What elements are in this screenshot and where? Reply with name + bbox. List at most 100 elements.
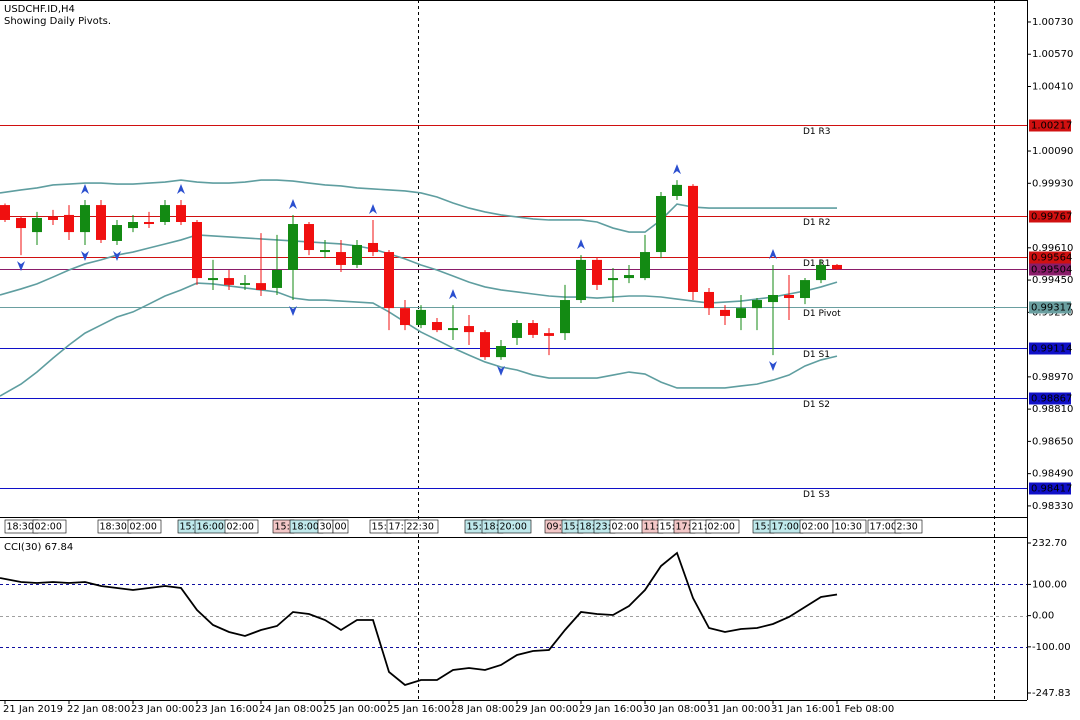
x-tick-label: 23 Jan 16:00 [195,704,258,715]
session-label: 15: [660,522,675,533]
session-label: 15: [467,522,482,533]
candle-body [512,323,522,338]
x-tick-label: 31 Jan 00:00 [707,704,770,715]
candle-body [320,250,330,253]
candle-body [784,294,794,299]
session-label-box [332,519,349,534]
candle-body [688,185,698,292]
candle-body [384,252,394,309]
fractal-up [769,248,777,259]
y-tick-label: 1.00730 [1032,17,1073,28]
session-label: 2:30 [897,522,918,533]
candle-body [704,291,714,309]
session-label: 30 [320,522,332,533]
candle-body [800,280,810,299]
candle-body [128,222,138,229]
y-tick-label: 0.98970 [1032,372,1073,383]
cci-line [0,551,838,686]
pivot-name: D1 Pivot [803,309,841,319]
band-upper [0,179,837,233]
price-tag-label: 1.00217 [1031,121,1072,132]
fractal-down [289,306,297,317]
price-tag [1029,251,1071,264]
candle-body [464,326,474,333]
session-label: 18:30 [7,522,34,533]
candle-body [752,300,762,309]
candle-body [592,259,602,285]
session-label: 02:00 [708,522,735,533]
candle-body [336,252,346,265]
x-tick-label: 22 Jan 08:00 [67,704,130,715]
candle-body [448,328,458,331]
price-tag [1029,263,1071,276]
y-tick-label: 1.00570 [1032,49,1073,60]
pivot-name: D1 R1 [803,259,831,269]
pivot-name: D1 S1 [803,350,830,360]
price-tag-label: 0.98867 [1031,394,1072,405]
x-tick-label: 25 Jan 16:00 [387,704,450,715]
candle-body [720,309,730,316]
candle-body [0,205,10,220]
candle-body [832,264,842,270]
candle-body [112,225,122,241]
candle-body [400,308,410,326]
candle-body [640,252,650,279]
fractal-up [81,184,89,195]
session-label: 02:00 [130,522,157,533]
pivot-name: D1 R3 [803,127,831,137]
x-tick-label: 31 Jan 16:00 [771,704,834,715]
y-tick-label: 0.98330 [1032,501,1073,512]
y-tick-label: 0.99610 [1032,243,1073,254]
session-label: 23: [596,522,611,533]
price-tag [1029,210,1071,223]
price-tag [1029,482,1071,495]
fractal-up [177,184,185,195]
session-label: 10:30 [835,522,862,533]
session-label: 02:00 [227,522,254,533]
candle-body [208,278,218,281]
session-label: 17: [676,522,691,533]
chart-title: USDCHF.ID,H4 [4,4,75,15]
session-label: 15: [372,522,387,533]
session-label: 18: [484,522,499,533]
candle-body [544,333,554,336]
session-label: 17: [389,522,404,533]
price-tag-label: 0.99504 [1031,265,1072,276]
candle-body [624,275,634,279]
y-tick-label: 0.98650 [1032,436,1073,447]
candle-body [96,205,106,240]
session-label: 18: [580,522,595,533]
session-label: 15: [180,522,195,533]
price-tag [1029,301,1071,314]
fractal-up [673,164,681,175]
candle-body [160,205,170,223]
session-label: 15: [564,522,579,533]
candle-body [32,217,42,233]
session-label-box [32,519,67,534]
candle-body [176,205,186,223]
candle-body [432,322,442,331]
session-label: 17:00 [772,522,799,533]
candle-body [480,332,490,358]
price-tag-label: 0.99114 [1031,344,1072,355]
candle-body [144,222,154,225]
fractal-down [17,261,25,272]
band-lower [0,282,838,397]
session-label: 15: [755,522,770,533]
candle-body [816,264,826,281]
session-label: 17:00 [870,522,897,533]
y-tick-label: 0.99450 [1032,275,1073,286]
x-tick-label: 28 Jan 08:00 [451,704,514,715]
price-tag-label: 0.99767 [1031,212,1072,223]
x-tick-label: 30 Jan 08:00 [643,704,706,715]
candle-body [656,195,666,253]
session-label-box [497,519,532,534]
session-label-box [894,519,923,534]
session-label: 11: [644,522,659,533]
y-tick-label: 0.99930 [1032,178,1073,189]
candle-body [576,259,586,301]
candle-body [224,278,234,285]
y-tick-label: 100.00 [1032,579,1067,590]
